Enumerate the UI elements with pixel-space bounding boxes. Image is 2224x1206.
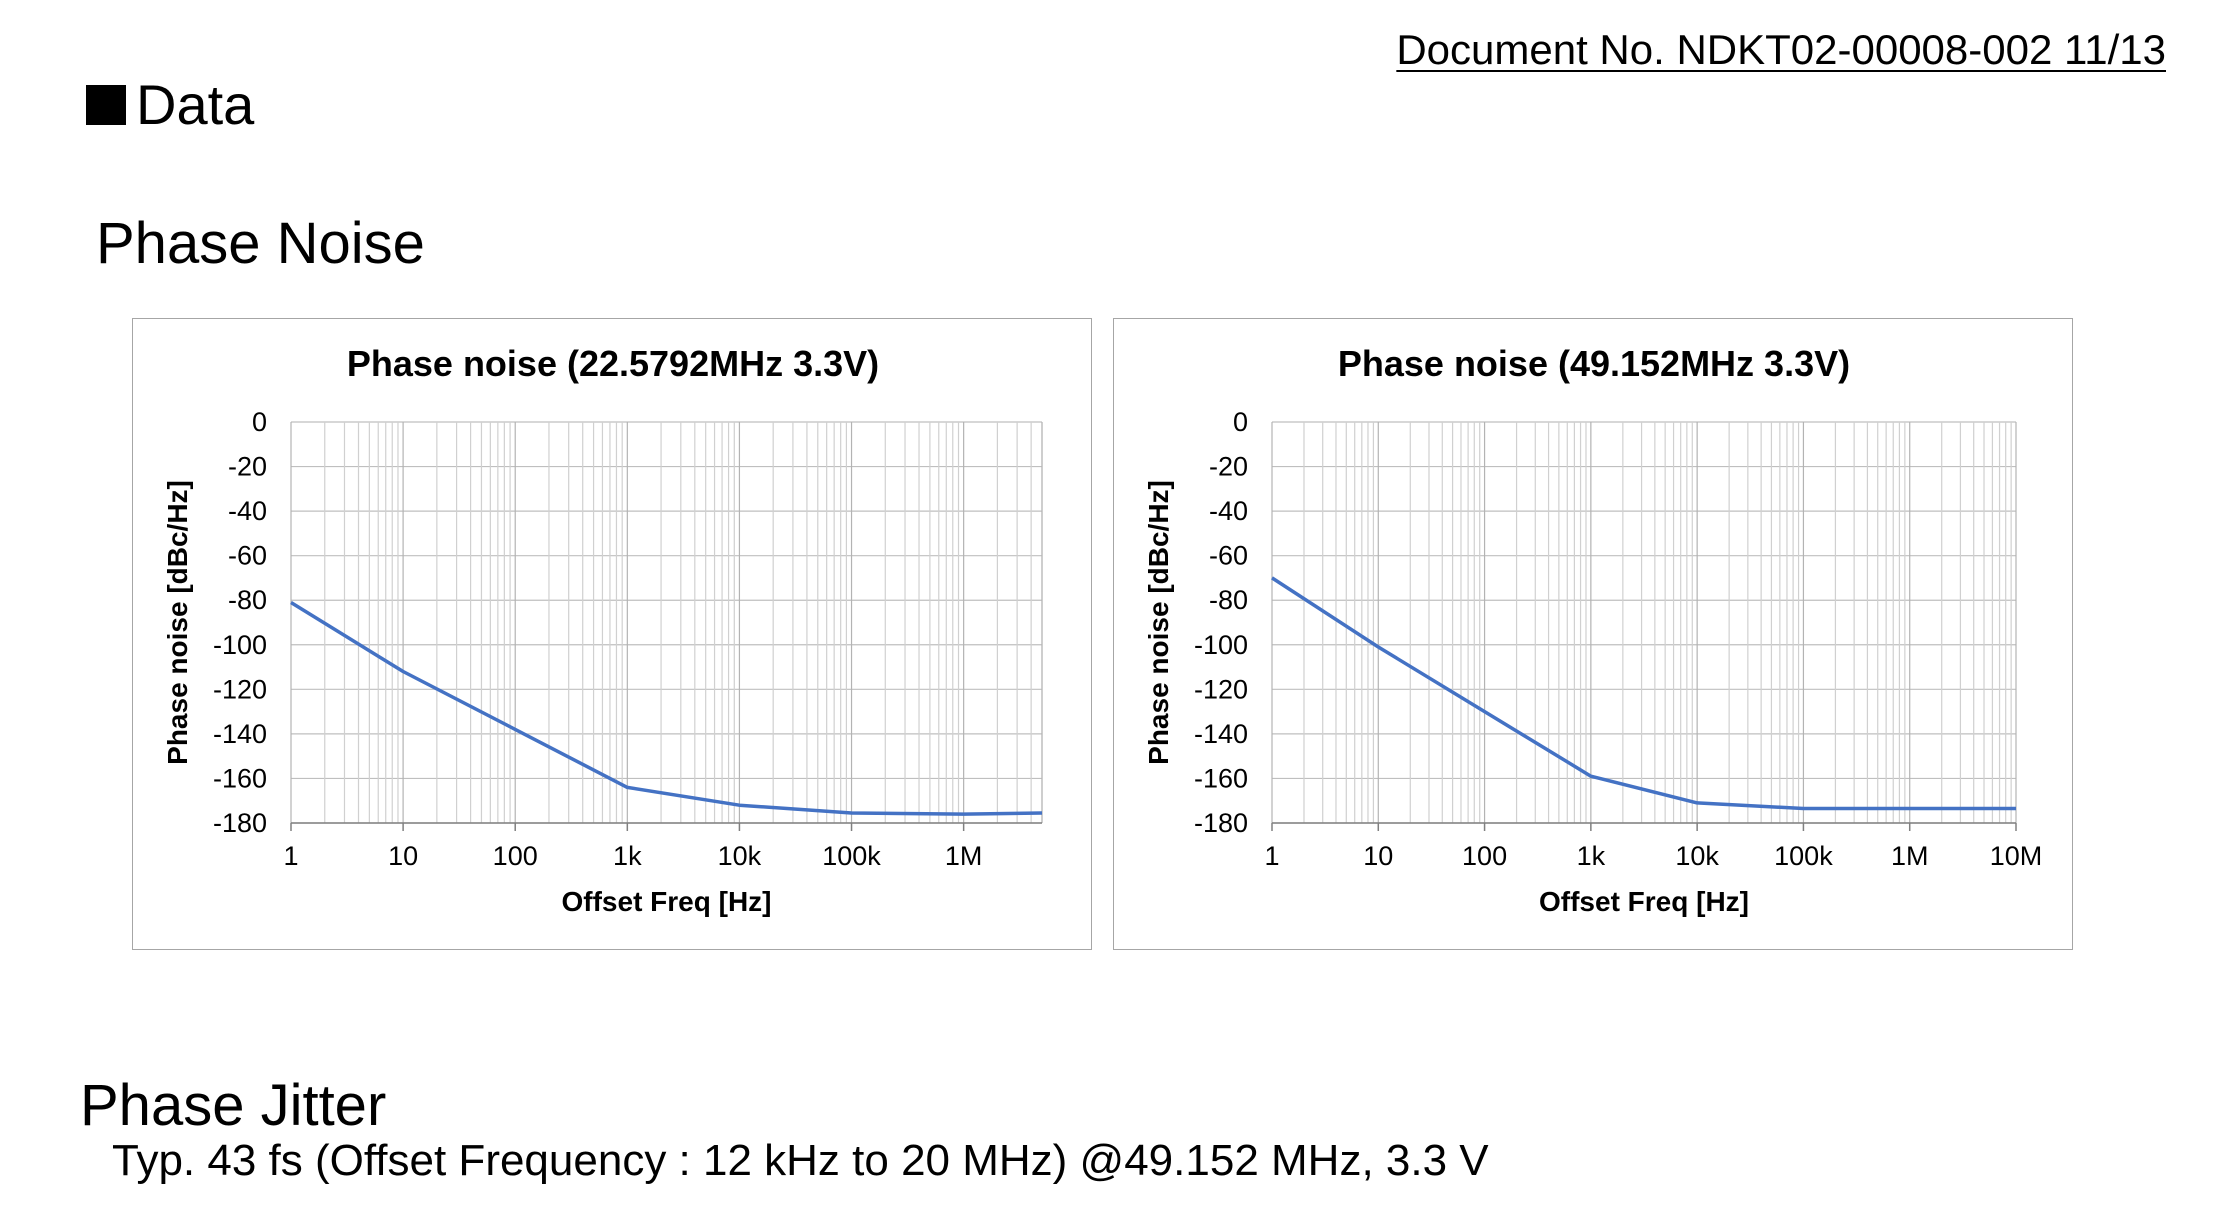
y-tick-label: -120: [1194, 674, 1248, 704]
x-tick-label: 100k: [1774, 841, 1833, 871]
x-tick-label: 100: [1462, 841, 1507, 871]
x-tick-label: 10M: [1990, 841, 2043, 871]
x-tick-label: 1: [283, 841, 298, 871]
y-tick-label: -100: [1194, 630, 1248, 660]
section-title: Data: [136, 73, 255, 136]
y-tick-label: -120: [213, 674, 267, 704]
y-tick-label: -40: [228, 496, 267, 526]
y-tick-label: -140: [213, 719, 267, 749]
x-tick-label: 100: [493, 841, 538, 871]
y-tick-label: -160: [1194, 763, 1248, 793]
x-tick-label: 1: [1264, 841, 1279, 871]
y-axis-label: Phase noise [dBc/Hz]: [162, 480, 193, 765]
x-tick-label: 1k: [613, 841, 642, 871]
series-line: [290, 601, 1043, 816]
phase-noise-heading: Phase Noise: [96, 211, 425, 276]
y-tick-label: -180: [213, 808, 267, 838]
phase-noise-chart-22mhz: 1 10 100 1k 10k 100k 1M 0 -20 -40 -60 -80 -100 -120 -1…: [162, 343, 1043, 917]
x-axis-label: Offset Freq [Hz]: [1539, 886, 1749, 917]
y-tick-label: -80: [228, 585, 267, 615]
phase-noise-chart-49mhz: 1 10 100 1k 10k 100k 1M 10M 0 -20 -40 -60 -80 -100 -12…: [1143, 343, 2043, 917]
y-tick-label: -60: [228, 541, 267, 571]
x-tick-label: 10k: [1675, 841, 1719, 871]
series-line: [1271, 576, 2016, 811]
x-tick-label: 10: [388, 841, 418, 871]
document-number: Document No. NDKT02-00008-002 11/13: [1396, 26, 2166, 73]
y-axis-label: Phase noise [dBc/Hz]: [1143, 480, 1174, 765]
y-tick-label: -160: [213, 763, 267, 793]
section-heading: Data: [86, 72, 254, 137]
y-tick-label: -20: [228, 452, 267, 482]
y-tick-label: -100: [213, 630, 267, 660]
y-tick-label: -80: [1209, 585, 1248, 615]
y-tick-label: -180: [1194, 808, 1248, 838]
chart-panel-22mhz: 1 10 100 1k 10k 100k 1M 0 -20 -40 -60 -80 -100 -120 -1…: [132, 318, 1092, 950]
phase-jitter-heading: Phase Jitter: [80, 1073, 387, 1138]
x-tick-label: 100k: [822, 841, 881, 871]
chart-panel-49mhz: 1 10 100 1k 10k 100k 1M 10M 0 -20 -40 -60 -80 -100 -12…: [1113, 318, 2073, 950]
x-tick-label: 1k: [1577, 841, 1606, 871]
y-tick-label: -40: [1209, 496, 1248, 526]
phase-jitter-text: Typ. 43 fs (Offset Frequency : 12 kHz to…: [112, 1136, 1489, 1185]
y-tick-label: 0: [1233, 407, 1248, 437]
square-bullet-icon: [86, 84, 126, 125]
x-tick-label: 10k: [718, 841, 762, 871]
x-axis-label: Offset Freq [Hz]: [562, 886, 772, 917]
y-tick-label: -60: [1209, 541, 1248, 571]
x-tick-label: 1M: [1891, 841, 1929, 871]
chart-title: Phase noise (22.5792MHz 3.3V): [347, 343, 879, 384]
x-tick-label: 1M: [945, 841, 983, 871]
x-tick-label: 10: [1363, 841, 1393, 871]
y-tick-label: 0: [252, 407, 267, 437]
y-tick-label: -20: [1209, 452, 1248, 482]
y-tick-label: -140: [1194, 719, 1248, 749]
chart-title: Phase noise (49.152MHz 3.3V): [1338, 343, 1850, 384]
